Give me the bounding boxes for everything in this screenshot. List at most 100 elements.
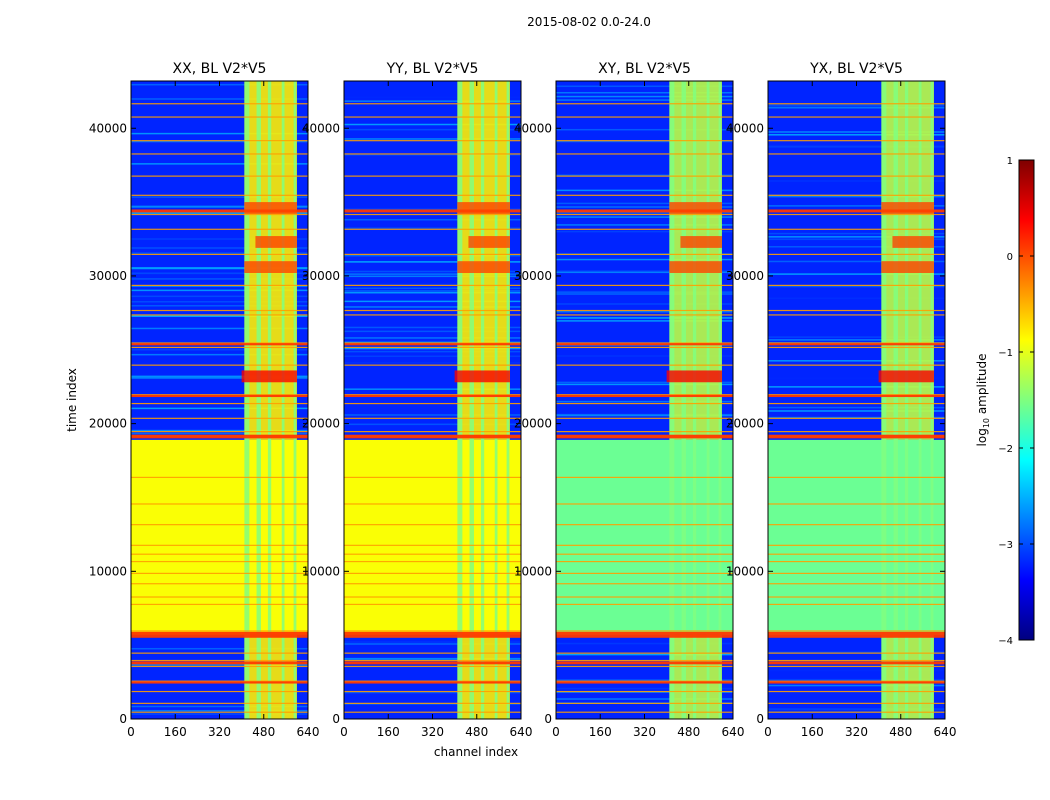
rfi-time-line <box>556 652 733 654</box>
rfi-time-line <box>556 284 733 287</box>
rfi-time-line <box>768 140 945 142</box>
noise-band <box>131 375 308 378</box>
noise-band <box>768 360 945 362</box>
x-tick-label: 640 <box>722 725 745 739</box>
rfi-channel-column <box>480 81 485 719</box>
noise-band <box>344 658 521 660</box>
x-tick-label: 160 <box>164 725 187 739</box>
x-tick-label: 160 <box>589 725 612 739</box>
noise-band <box>344 283 521 286</box>
y-tick-label: 30000 <box>726 269 764 283</box>
rfi-time-line <box>768 417 945 419</box>
rfi-time-line <box>556 342 733 344</box>
rfi-time-line <box>131 364 308 366</box>
rfi-time-line <box>768 603 945 606</box>
panel-yx: YX, BL V2*V5 0 160 320 480 640 0 10000 20000 3000… <box>726 61 957 739</box>
colorbar: log10 amplitude 1 0 −1 −2 −3 −4 <box>975 156 1035 647</box>
noise-band <box>344 96 521 98</box>
noise-band <box>768 416 945 419</box>
y-tick-label: 40000 <box>89 121 127 135</box>
noise-band <box>344 355 521 358</box>
noise-band <box>768 232 945 235</box>
noise-band <box>556 303 733 305</box>
rfi-time-line <box>344 364 521 366</box>
x-tick-label: 320 <box>633 725 656 739</box>
noise-band <box>556 400 733 403</box>
rfi-burst <box>457 261 510 273</box>
noise-band <box>344 128 521 131</box>
rfi-time-line <box>131 711 308 713</box>
rfi-burst <box>244 261 297 273</box>
colorbar-tick-label: 1 <box>1007 156 1013 167</box>
noise-band <box>344 641 521 643</box>
rfi-time-line <box>768 175 945 177</box>
noise-band <box>344 154 521 156</box>
colorbar-tick-label: −3 <box>998 540 1013 551</box>
figure-suptitle: 2015-08-02 0.0-24.0 <box>527 15 651 29</box>
noise-band <box>768 651 945 654</box>
noise-band <box>131 304 308 307</box>
rfi-time-line <box>556 665 733 668</box>
rfi-time-stripe <box>131 343 308 346</box>
noise-band <box>768 386 945 388</box>
noise-band <box>131 301 308 303</box>
rfi-time-line <box>131 140 308 142</box>
rfi-time-line <box>131 284 308 287</box>
x-tick-label: 160 <box>801 725 824 739</box>
rfi-channel-column <box>893 81 898 719</box>
noise-band <box>556 291 733 294</box>
rfi-time-stripe <box>344 434 521 439</box>
noise-band <box>344 138 521 140</box>
rfi-time-line <box>344 702 521 704</box>
rfi-time-stripe <box>768 343 945 346</box>
colorbar-gradient <box>1018 159 1035 641</box>
rfi-time-line <box>344 228 521 230</box>
noise-band <box>344 330 521 333</box>
rfi-time-line <box>768 314 945 316</box>
rfi-time-line <box>768 560 945 563</box>
rfi-time-line <box>556 596 733 598</box>
rfi-time-stripe <box>344 343 521 346</box>
rfi-time-line <box>131 665 308 668</box>
rfi-channel-column <box>681 81 686 719</box>
noise-band <box>768 708 945 710</box>
rfi-time-line <box>131 596 308 598</box>
noise-band <box>556 95 733 98</box>
rfi-time-line <box>556 394 733 396</box>
noise-band <box>131 429 308 432</box>
noise-band <box>556 140 733 143</box>
rfi-time-line <box>556 553 733 555</box>
noise-band <box>556 653 733 656</box>
x-tick-label: 480 <box>889 725 912 739</box>
rfi-time-line <box>768 309 945 312</box>
y-tick-label: 30000 <box>302 269 340 283</box>
rfi-time-line <box>556 153 733 155</box>
rfi-time-line <box>131 583 308 585</box>
y-axis-label: time index <box>65 368 79 432</box>
noise-band <box>768 285 945 288</box>
rfi-time-line <box>556 175 733 177</box>
y-tick-label: 20000 <box>514 417 552 431</box>
rfi-time-line <box>131 503 308 505</box>
noise-band <box>768 238 945 241</box>
noise-band <box>344 208 521 211</box>
noise-band <box>344 388 521 390</box>
rfi-time-line <box>131 690 308 693</box>
noise-band <box>131 327 308 330</box>
x-tick-label: 0 <box>127 725 135 739</box>
noise-band <box>131 315 308 317</box>
rfi-time-line <box>344 652 521 654</box>
rfi-burst <box>669 202 722 214</box>
panel-title: YX, BL V2*V5 <box>809 61 903 77</box>
rfi-time-line <box>344 476 521 478</box>
x-tick-label: 480 <box>677 725 700 739</box>
x-tick-label: 640 <box>297 725 320 739</box>
rfi-time-line <box>344 213 521 216</box>
rfi-time-stripe <box>768 394 945 398</box>
colorbar-label: log10 amplitude <box>975 354 991 447</box>
rfi-time-line <box>131 680 308 682</box>
rfi-time-line <box>131 346 308 349</box>
noise-band <box>131 252 308 254</box>
y-tick-label: 40000 <box>726 121 764 135</box>
